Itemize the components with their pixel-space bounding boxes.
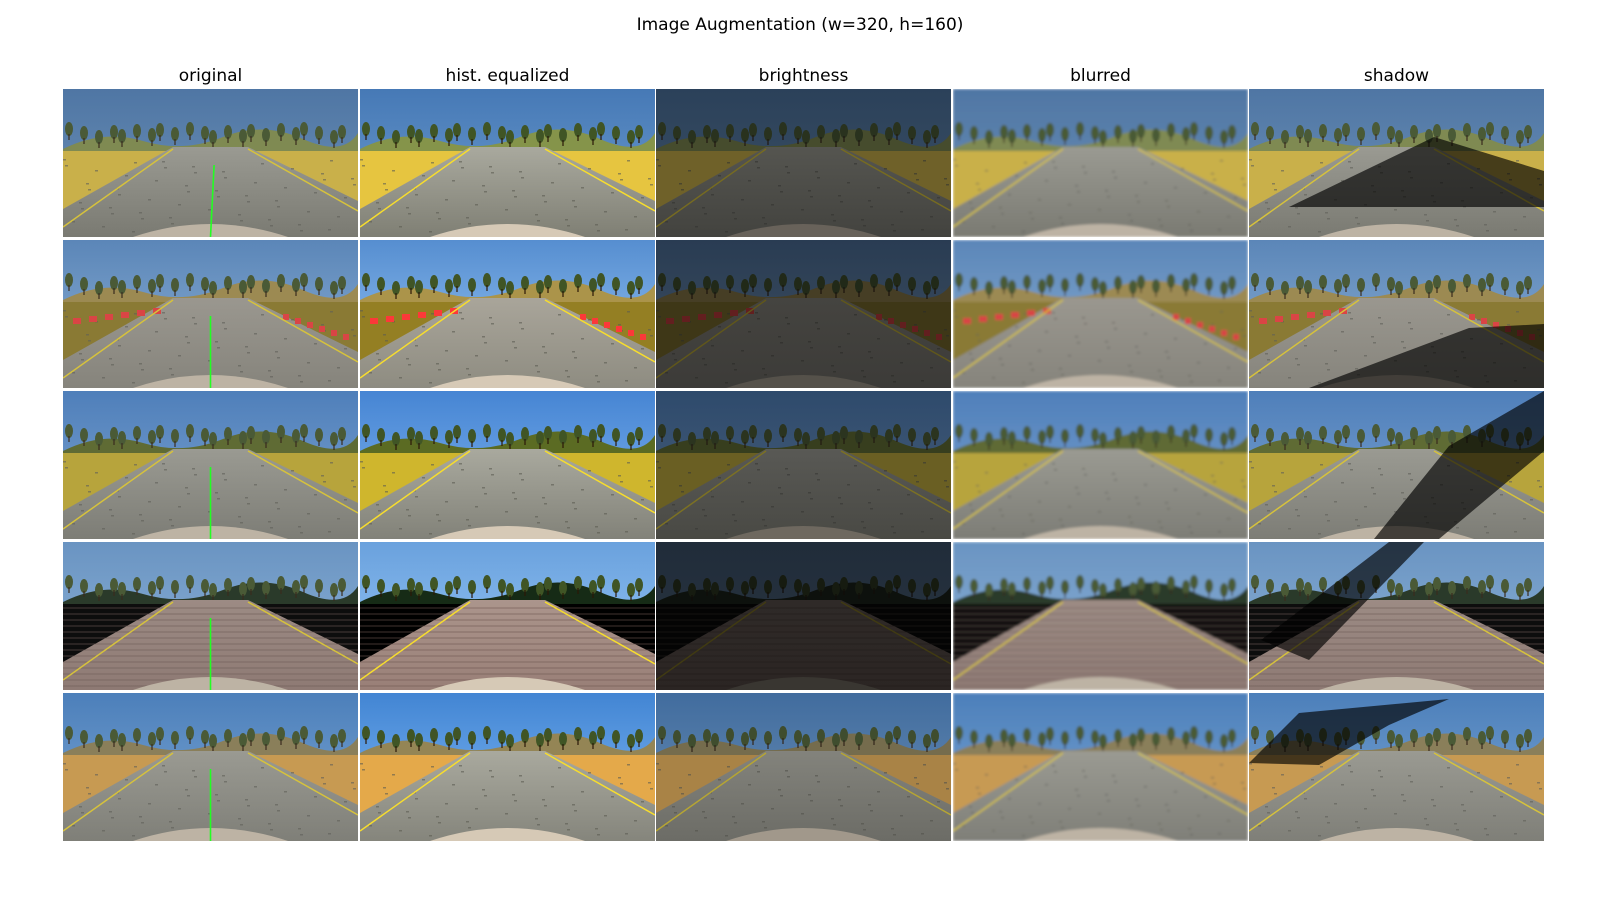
image-hist-row-2: [360, 240, 655, 388]
image-blurred-row-3: [953, 391, 1248, 539]
scene: [360, 240, 655, 388]
image-shadow-row-3: [1249, 391, 1544, 539]
column-title-hist: hist. equalized: [445, 66, 570, 86]
shadow-overlay: [1309, 324, 1544, 388]
image-hist-row-3: [360, 391, 655, 539]
scene: [63, 89, 358, 237]
image-shadow-row-1: [1249, 89, 1544, 237]
image-hist-row-4: [360, 542, 655, 690]
scene: [953, 542, 1248, 690]
image-original-row-2: [63, 240, 358, 388]
figure-title: Image Augmentation (w=320, h=160): [636, 15, 964, 35]
scene: [953, 391, 1248, 539]
image-shadow-row-4: [1249, 542, 1544, 690]
shadow-overlay: [1289, 137, 1544, 207]
image-brightness-row-5: [656, 693, 951, 841]
image-blurred-row-1: [953, 89, 1248, 237]
scene: [656, 693, 951, 841]
image-hist-row-5: [360, 693, 655, 841]
scene: [360, 89, 655, 237]
column-title-original: original: [178, 66, 243, 86]
image-brightness-row-2: [656, 240, 951, 388]
shadow-overlay: [1249, 391, 1544, 539]
image-blurred-row-4: [953, 542, 1248, 690]
column-title-brightness: brightness: [758, 66, 849, 86]
image-original-row-5: [63, 693, 358, 841]
image-brightness-row-1: [656, 89, 951, 237]
image-shadow-row-5: [1249, 693, 1544, 841]
column-title-blurred: blurred: [1070, 66, 1131, 86]
image-brightness-row-4: [656, 542, 951, 690]
scene: [360, 391, 655, 539]
image-original-row-3: [63, 391, 358, 539]
steering-angle-line: [209, 164, 215, 237]
scene: [953, 240, 1248, 388]
scene: [360, 542, 655, 690]
scene: [656, 89, 951, 237]
column-title-shadow: shadow: [1363, 66, 1430, 86]
shadow-overlay: [1249, 699, 1449, 765]
image-hist-row-1: [360, 89, 655, 237]
image-original-row-4: [63, 542, 358, 690]
image-shadow-row-2: [1249, 240, 1544, 388]
image-original-row-1: [63, 89, 358, 237]
shadow-overlay: [1261, 542, 1424, 660]
scene: [656, 542, 951, 690]
image-brightness-row-3: [656, 391, 951, 539]
scene: [656, 240, 951, 388]
scene: [656, 391, 951, 539]
scene: [953, 89, 1248, 237]
scene: [1249, 240, 1544, 388]
image-blurred-row-2: [953, 240, 1248, 388]
scene: [953, 693, 1248, 841]
image-blurred-row-5: [953, 693, 1248, 841]
scene: [360, 693, 655, 841]
